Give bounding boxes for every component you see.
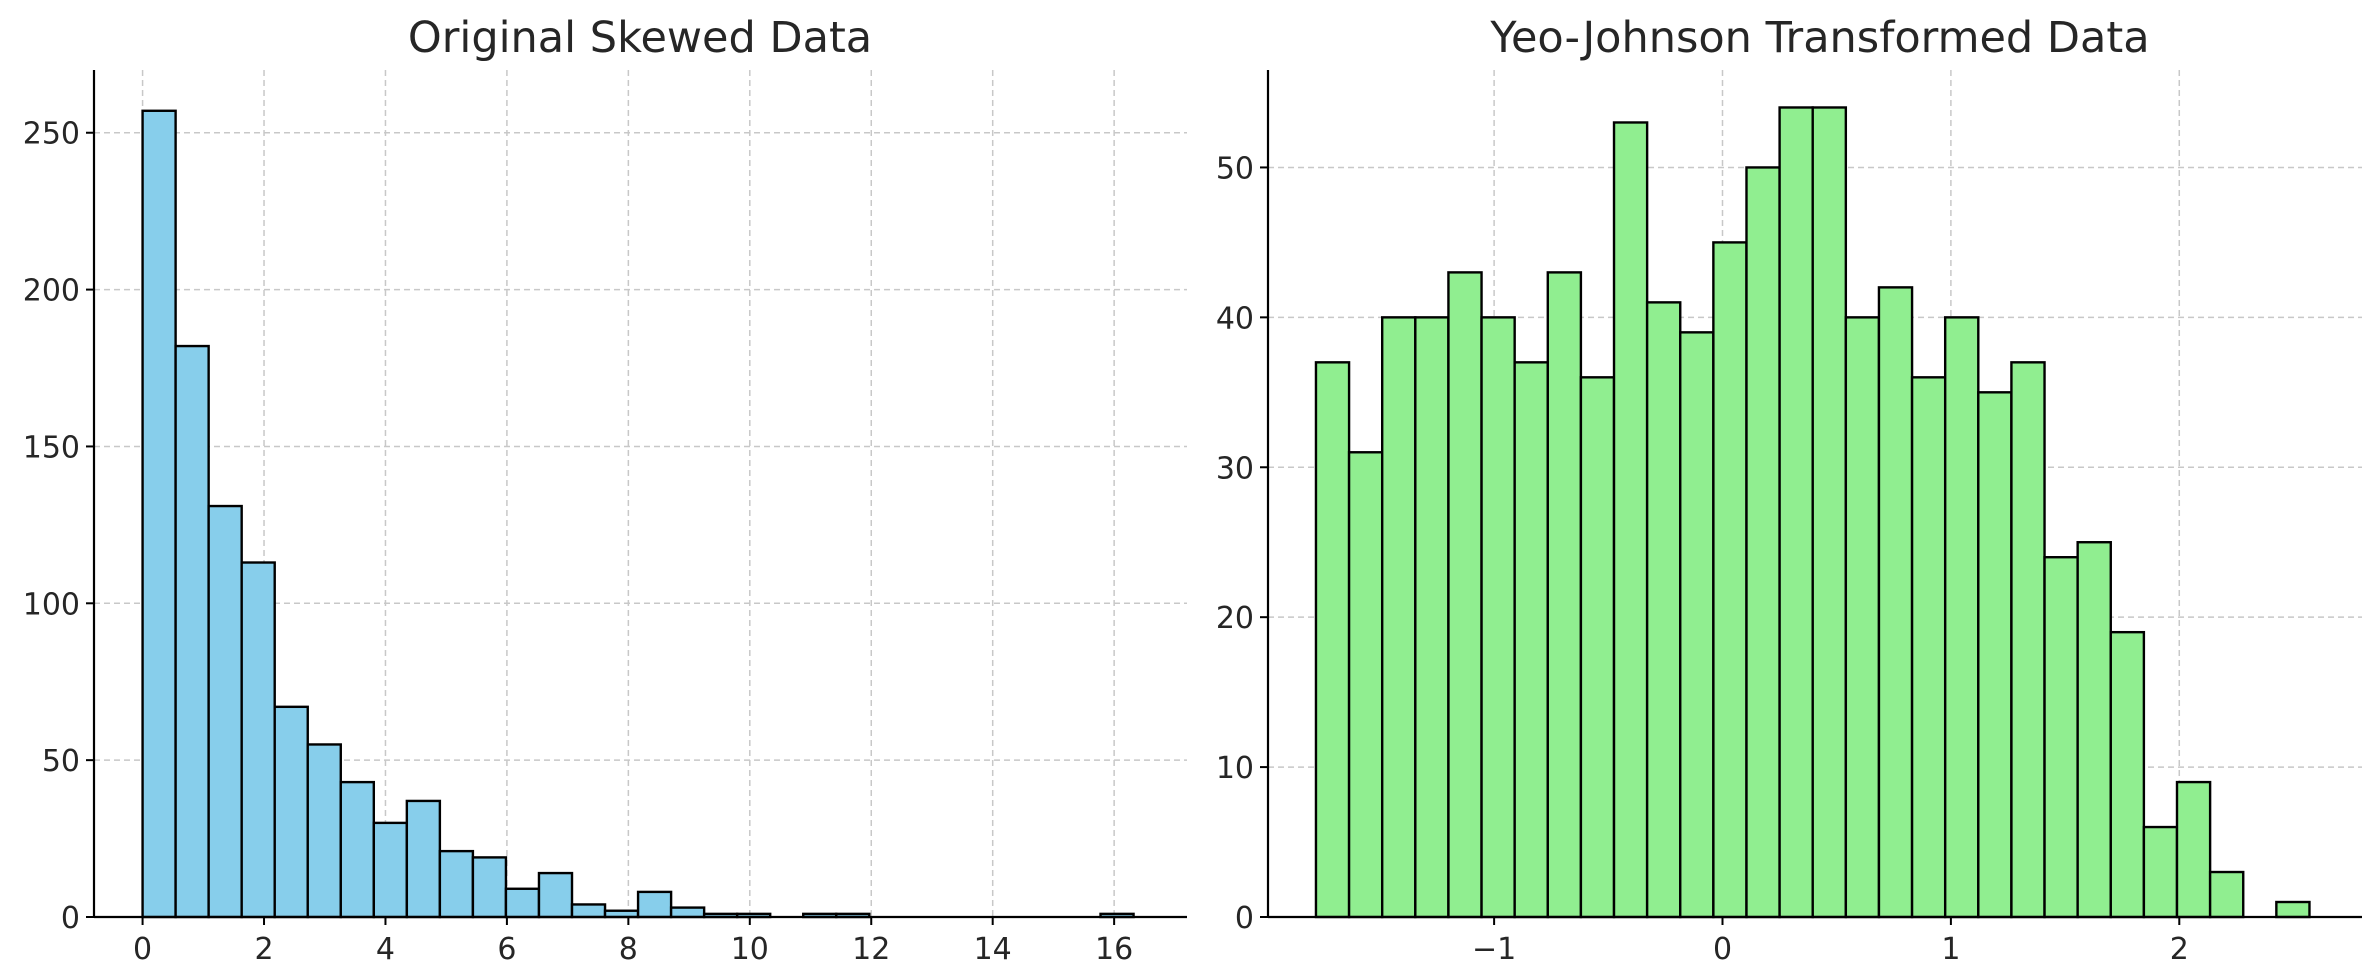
y-tick-label: 200 [23, 274, 80, 309]
histogram-bar [141, 109, 177, 919]
x-tick-label: 6 [497, 932, 516, 967]
histogram-bar [1414, 316, 1450, 919]
yeo-johnson-histogram: Yeo-Johnson Transformed Data −1 0 1 2010203… [1216, 13, 2362, 967]
chart-title: Yeo-Johnson Transformed Data [1489, 13, 2149, 63]
original-skewed-histogram: Original Skewed Data 0 2 4 6 8 10 12 14 16 0 50 100… [23, 13, 1187, 967]
histogram-bar [1712, 241, 1748, 919]
y-tick-label: 10 [1216, 751, 1254, 786]
y-tick-label: 0 [1235, 901, 1254, 936]
x-tick-label: 14 [974, 932, 1012, 967]
histogram-bar [1943, 316, 1980, 919]
x-tick-label: 16 [1095, 932, 1133, 967]
histogram-bar [240, 561, 276, 919]
x-tick-label: −1 [1472, 932, 1516, 967]
histogram-bar [570, 903, 607, 919]
histogram-bar [2275, 900, 2311, 919]
y-tick-label: 40 [1216, 301, 1254, 336]
x-tick-label: 0 [1713, 932, 1732, 967]
histogram-bar [1380, 316, 1417, 919]
x-tick-label: 2 [254, 932, 273, 967]
histogram-bar [207, 504, 243, 919]
histogram-bar [1347, 451, 1384, 919]
histogram-bar [273, 705, 309, 919]
histogram-bar [2142, 825, 2179, 919]
y-tick-label: 150 [23, 430, 80, 465]
histogram-bars [1314, 106, 2311, 919]
histogram-bar [1844, 316, 1881, 919]
histogram-bar [1579, 376, 1616, 919]
histogram-bar [1480, 316, 1516, 919]
x-tick-label: 2 [2170, 932, 2189, 967]
histogram-bar [2010, 361, 2046, 919]
histogram-bar [1447, 271, 1483, 919]
y-tick-label: 50 [42, 744, 80, 779]
histogram-bar [438, 849, 475, 919]
chart-title: Original Skewed Data [408, 13, 872, 63]
histogram-bar [306, 743, 342, 919]
y-tick-label: 0 [61, 901, 80, 936]
histogram-bar [405, 799, 442, 919]
histogram-bar [1877, 286, 1914, 919]
histogram-bar [636, 890, 673, 919]
axes [1260, 70, 2362, 925]
histogram-bar [1745, 166, 1781, 919]
histogram-bar [471, 856, 508, 919]
histogram-bar [372, 821, 409, 919]
tick-labels: 0 2 4 6 8 10 12 14 16 0 50 100 150 200 250 [23, 117, 1133, 967]
histogram-bar [537, 871, 574, 919]
histogram-bar [1811, 106, 1848, 919]
histogram-bar [2109, 630, 2146, 919]
histogram-bar [669, 906, 706, 919]
x-tick-label: 4 [376, 932, 395, 967]
histogram-bar [174, 344, 210, 919]
histogram-bar [1314, 361, 1351, 919]
y-tick-label: 250 [23, 117, 80, 152]
x-tick-label: 0 [133, 932, 152, 967]
histogram-bar [1645, 301, 1682, 919]
histogram-bar [2208, 870, 2245, 919]
histogram-bar [1778, 106, 1814, 919]
x-tick-label: 8 [619, 932, 638, 967]
histogram-bar [1513, 361, 1549, 919]
y-tick-label: 100 [23, 587, 80, 622]
x-tick-label: 10 [731, 932, 769, 967]
y-tick-label: 20 [1216, 601, 1254, 636]
histogram-bar [2175, 780, 2212, 919]
histogram-bar [1546, 271, 1583, 919]
histogram-bar [339, 780, 376, 919]
histogram-bar [1612, 121, 1649, 919]
x-tick-label: 12 [852, 932, 890, 967]
histogram-bar [1910, 376, 1947, 919]
y-tick-label: 30 [1216, 451, 1254, 486]
gridlines [94, 70, 1187, 917]
histogram-bar [2043, 556, 2079, 919]
histogram-bar [504, 887, 541, 919]
y-tick-label: 50 [1216, 151, 1254, 186]
histogram-bar [1977, 391, 2013, 919]
histogram-bar [2076, 541, 2112, 919]
histogram-bars [141, 109, 1135, 919]
axes [86, 70, 1187, 925]
x-tick-label: 1 [1941, 932, 1960, 967]
histogram-bar [1679, 331, 1715, 919]
